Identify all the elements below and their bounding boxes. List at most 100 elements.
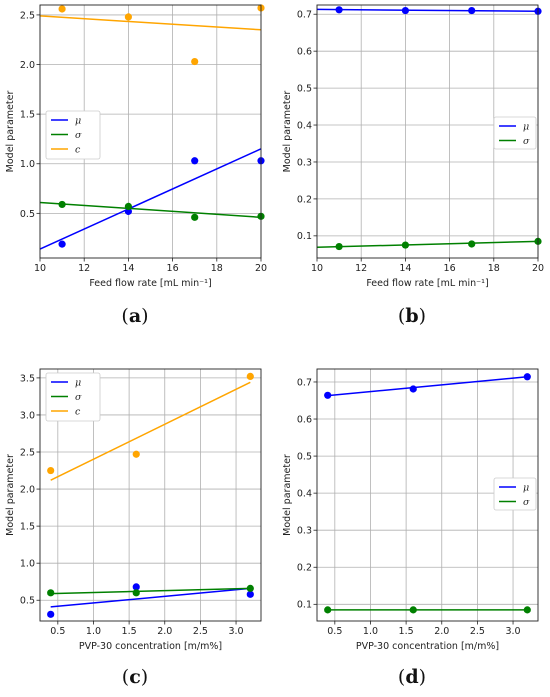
x-tick-label: 1.5 xyxy=(399,626,414,637)
fit-line-σ xyxy=(50,587,251,595)
data-point xyxy=(468,6,476,15)
chart-panel-d: 0.5 1.0 1.5 2.0 2.5 3.0 0.1 0.2 0.3 0.4 0.5 0.6 0.7 P… xyxy=(282,368,539,688)
x-tick-label: 2.5 xyxy=(470,626,485,637)
y-tick-label: 0.3 xyxy=(297,526,312,537)
plot-frame xyxy=(316,4,539,259)
data-point xyxy=(409,385,417,393)
legend-entry: μ xyxy=(75,378,81,389)
y-tick-label: 0.7 xyxy=(297,377,312,388)
x-tick-label: 12 xyxy=(355,263,367,274)
data-point xyxy=(191,57,199,66)
legend: μσc xyxy=(45,110,101,160)
data-point xyxy=(132,589,140,597)
data-point xyxy=(47,610,55,618)
panel-label: (d) xyxy=(398,666,426,688)
data-point xyxy=(58,200,66,209)
x-tick-label: 2.0 xyxy=(157,626,172,637)
y-tick-label: 2.5 xyxy=(20,447,35,458)
data-point xyxy=(58,240,66,248)
y-tick-label: 0.1 xyxy=(297,231,312,242)
chart-panel-c: 0.5 1.0 1.5 2.0 2.5 3.0 0.5 1.0 1.5 2.0 2.5 3.0 3.5 P… xyxy=(5,368,262,688)
x-tick-label: 14 xyxy=(122,263,134,274)
x-axis-label: Feed flow rate [mL min⁻¹] xyxy=(89,278,211,289)
legend: μσ xyxy=(493,477,537,511)
legend-frame xyxy=(493,116,537,150)
x-tick-label: 1.5 xyxy=(122,626,137,637)
plot-frame xyxy=(39,4,262,259)
x-tick-label: 20 xyxy=(532,263,544,274)
legend-frame xyxy=(45,372,101,422)
data-point xyxy=(47,466,55,475)
x-tick-label: 1.0 xyxy=(363,626,378,637)
y-tick-label: 0.4 xyxy=(297,120,312,131)
data-point xyxy=(246,584,254,592)
x-tick-label: 2.0 xyxy=(434,626,449,637)
data-point xyxy=(124,202,132,211)
x-tick-label: 18 xyxy=(211,263,223,274)
x-tick-label: 2.5 xyxy=(193,626,208,637)
data-point xyxy=(124,207,132,215)
legend: μσ xyxy=(493,116,537,150)
y-tick-label: 1.5 xyxy=(20,110,35,121)
legend-entry: μ xyxy=(75,116,81,127)
legend-frame xyxy=(493,477,537,511)
data-point xyxy=(401,241,409,249)
fit-line-σ xyxy=(39,201,262,219)
y-tick-label: 0.6 xyxy=(297,414,312,425)
fit-line-c xyxy=(50,381,251,481)
y-tick-label: 2.0 xyxy=(20,60,35,71)
x-tick-label: 16 xyxy=(167,263,179,274)
data-point xyxy=(191,213,199,221)
data-point xyxy=(132,583,140,591)
y-tick-label: 2.0 xyxy=(20,484,35,495)
data-point xyxy=(335,6,343,14)
x-axis-label: PVP-30 concentration [m/m%] xyxy=(356,641,499,652)
data-point xyxy=(58,5,66,13)
y-tick-label: 0.4 xyxy=(297,489,312,500)
data-point xyxy=(335,242,343,251)
data-point xyxy=(124,13,132,21)
x-tick-label: 0.5 xyxy=(327,626,342,637)
data-point xyxy=(523,606,531,614)
x-tick-label: 12 xyxy=(78,263,90,274)
legend-entry: c xyxy=(75,407,81,418)
fit-line-c xyxy=(39,15,262,31)
x-tick-label: 14 xyxy=(399,263,411,274)
legend-entry: σ xyxy=(523,497,530,508)
y-tick-label: 0.1 xyxy=(297,600,312,611)
x-tick-label: 16 xyxy=(444,263,456,274)
fit-line-μ xyxy=(39,148,262,250)
y-tick-label: 0.5 xyxy=(20,596,35,607)
y-tick-label: 0.2 xyxy=(297,563,312,574)
legend-entry: μ xyxy=(523,483,529,494)
data-point xyxy=(468,240,476,248)
y-tick-label: 0.5 xyxy=(297,84,312,95)
legend: μσc xyxy=(45,372,101,422)
legend-entry: μ xyxy=(523,122,529,133)
data-point xyxy=(523,373,531,381)
plot-frame xyxy=(39,368,262,622)
fit-line-σ xyxy=(316,240,539,249)
legend-entry: c xyxy=(75,145,81,156)
y-axis-label: Model parameter xyxy=(5,454,16,536)
data-point xyxy=(246,590,254,598)
legend-entry: σ xyxy=(75,130,82,141)
panel-label: (b) xyxy=(398,305,426,327)
y-tick-label: 1.0 xyxy=(20,559,35,570)
y-tick-label: 3.5 xyxy=(20,373,35,384)
chart-panel-a: 10 12 14 16 18 20 0.5 1.0 1.5 2.0 2.5 Feed flow rat… xyxy=(5,4,267,327)
x-tick-label: 10 xyxy=(34,263,46,274)
data-point xyxy=(246,372,254,381)
x-tick-label: 3.0 xyxy=(228,626,243,637)
y-tick-label: 0.5 xyxy=(20,209,35,220)
legend-entry: σ xyxy=(75,392,82,403)
y-tick-label: 0.5 xyxy=(297,451,312,462)
fit-line-μ xyxy=(316,8,539,13)
data-point xyxy=(409,606,417,614)
x-tick-label: 0.5 xyxy=(50,626,65,637)
plot-frame xyxy=(316,368,539,622)
fit-line-μ xyxy=(50,587,251,608)
y-axis-label: Model parameter xyxy=(5,91,16,173)
y-tick-label: 0.7 xyxy=(297,10,312,21)
